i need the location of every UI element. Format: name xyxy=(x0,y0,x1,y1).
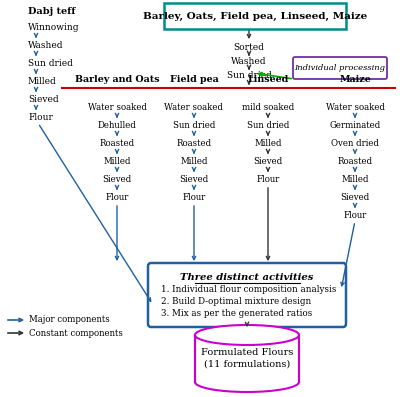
Text: Individual processing: Individual processing xyxy=(294,64,386,72)
FancyBboxPatch shape xyxy=(164,3,346,29)
Text: Sieved: Sieved xyxy=(102,175,132,185)
Text: Flour: Flour xyxy=(28,114,53,123)
Text: Sieved: Sieved xyxy=(253,158,283,166)
Text: Formulated Flours: Formulated Flours xyxy=(201,348,293,357)
FancyBboxPatch shape xyxy=(293,57,387,79)
Text: Sorted: Sorted xyxy=(234,42,264,52)
Text: (11 formulations): (11 formulations) xyxy=(204,360,290,369)
Text: Roasted: Roasted xyxy=(100,139,134,148)
Text: Winnowing: Winnowing xyxy=(28,23,80,33)
Text: Flour: Flour xyxy=(256,175,280,185)
Text: Milled: Milled xyxy=(103,158,131,166)
Text: Flour: Flour xyxy=(343,212,367,220)
Text: Sun dried: Sun dried xyxy=(247,121,289,131)
Text: Dabj teff: Dabj teff xyxy=(28,8,76,17)
Text: Linseed: Linseed xyxy=(247,75,289,85)
Text: Sieved: Sieved xyxy=(340,193,370,202)
Text: Milled: Milled xyxy=(254,139,282,148)
Text: Milled: Milled xyxy=(28,77,57,87)
Text: Sieved: Sieved xyxy=(28,96,59,104)
Text: Water soaked: Water soaked xyxy=(326,104,384,112)
Text: Barley, Oats, Field pea, Linseed, Maize: Barley, Oats, Field pea, Linseed, Maize xyxy=(143,12,367,21)
Text: Roasted: Roasted xyxy=(338,158,372,166)
Text: Flour: Flour xyxy=(105,193,129,202)
Text: Washed: Washed xyxy=(28,42,64,50)
Text: 2. Build D-optimal mixture design: 2. Build D-optimal mixture design xyxy=(161,297,311,306)
Bar xyxy=(195,335,299,382)
Text: Barley and Oats: Barley and Oats xyxy=(75,75,159,85)
Text: Oven dried: Oven dried xyxy=(331,139,379,148)
Text: Maize: Maize xyxy=(339,75,371,85)
Text: Milled: Milled xyxy=(341,175,369,185)
Text: Milled: Milled xyxy=(180,158,208,166)
Text: Water soaked: Water soaked xyxy=(88,104,146,112)
Text: Dehulled: Dehulled xyxy=(98,121,136,131)
Text: Sun dried: Sun dried xyxy=(28,60,73,69)
Text: mild soaked: mild soaked xyxy=(242,104,294,112)
Ellipse shape xyxy=(195,325,299,345)
Text: Sun dried: Sun dried xyxy=(226,71,272,79)
Text: Germinated: Germinated xyxy=(329,121,381,131)
Text: Sieved: Sieved xyxy=(179,175,209,185)
Text: 3. Mix as per the generated ratios: 3. Mix as per the generated ratios xyxy=(161,310,312,318)
Text: Major components: Major components xyxy=(29,316,110,324)
Text: Constant components: Constant components xyxy=(29,328,123,337)
Text: Field pea: Field pea xyxy=(170,75,218,85)
Text: Flour: Flour xyxy=(182,193,206,202)
FancyBboxPatch shape xyxy=(148,263,346,327)
Text: Three distinct activities: Three distinct activities xyxy=(180,274,314,283)
Text: Sun dried: Sun dried xyxy=(173,121,215,131)
Text: Water soaked: Water soaked xyxy=(164,104,224,112)
Text: Washed: Washed xyxy=(231,56,267,66)
Text: 1. Individual flour composition analysis: 1. Individual flour composition analysis xyxy=(161,285,336,295)
Text: Roasted: Roasted xyxy=(176,139,212,148)
